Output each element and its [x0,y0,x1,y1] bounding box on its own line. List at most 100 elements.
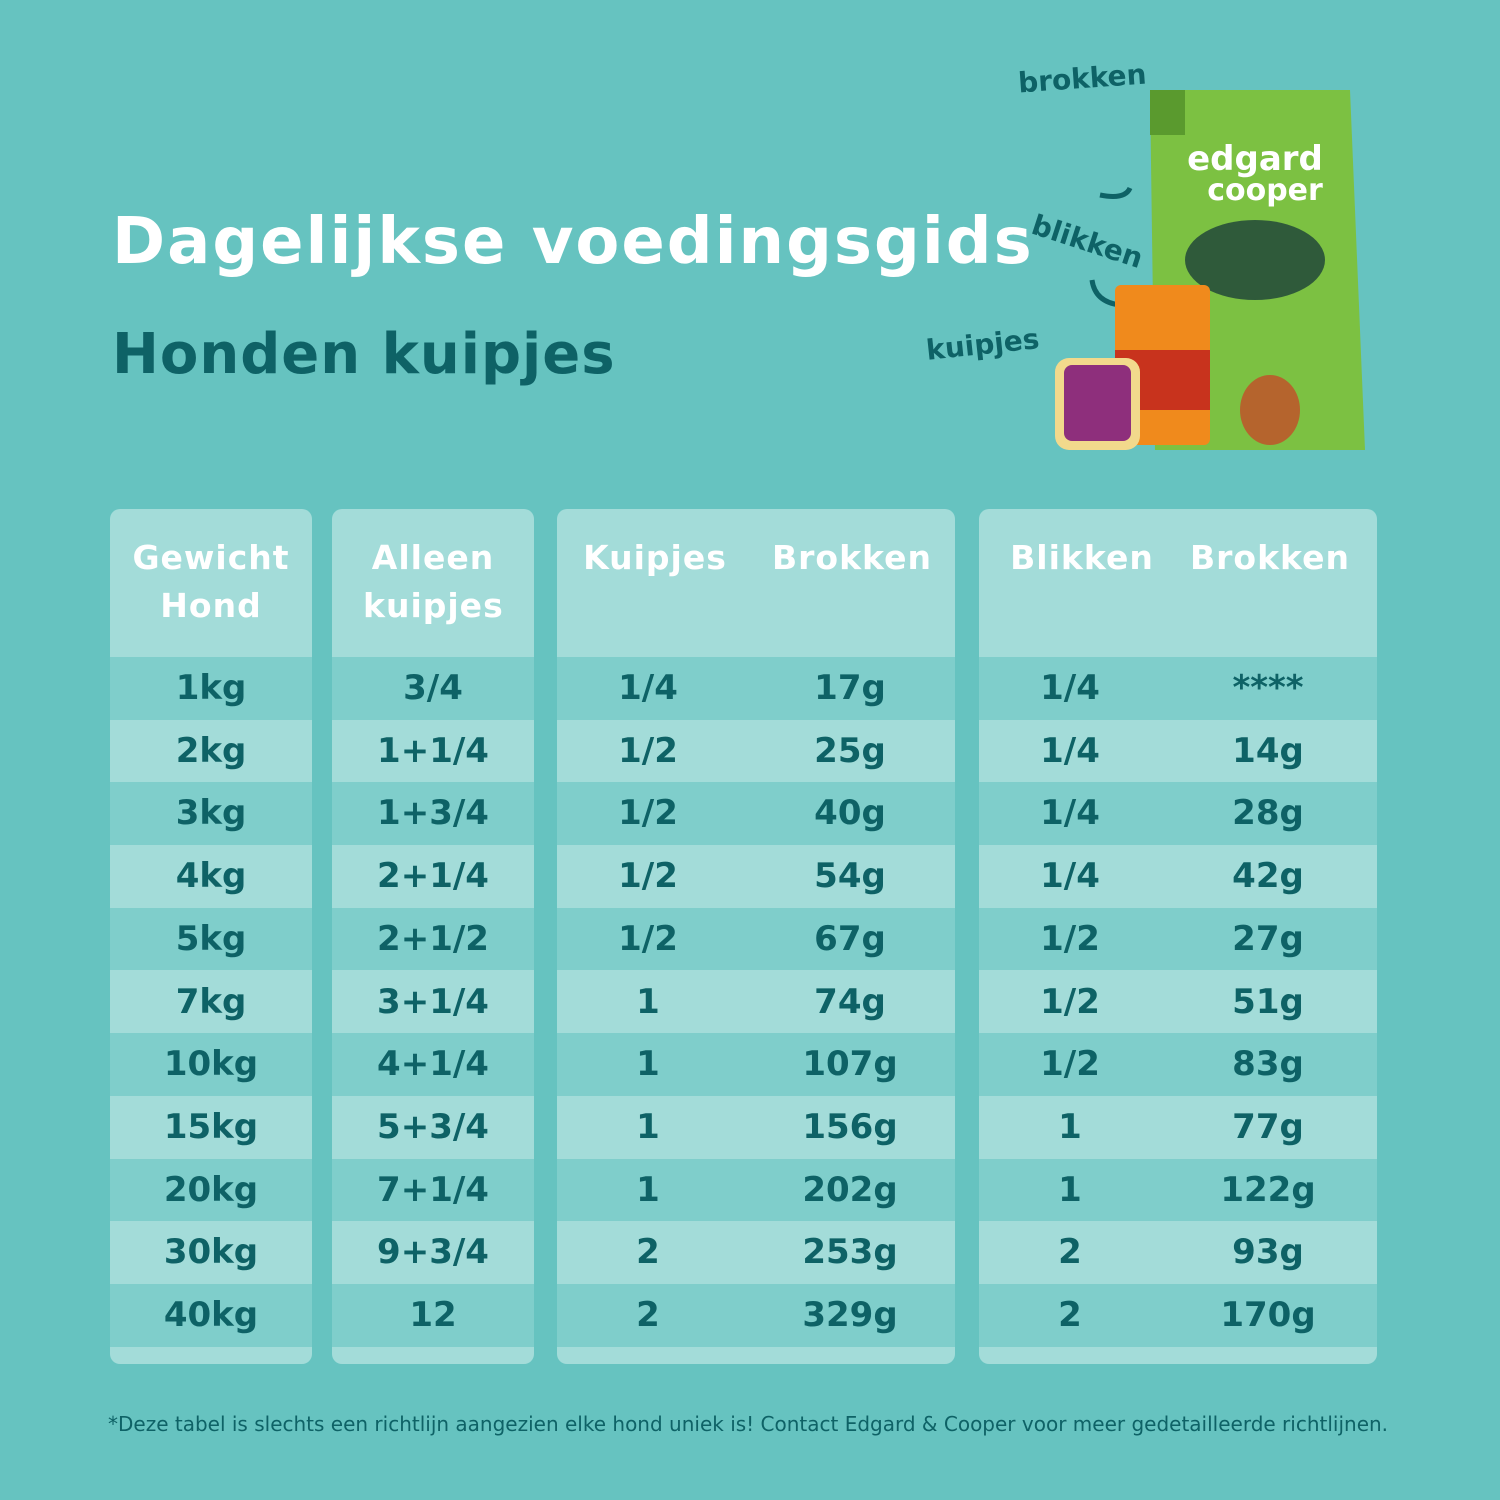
row-stripe [332,907,534,971]
row-stripe [332,1158,534,1222]
table-cell: 3kg [175,793,247,834]
table-cell: 1/2 [618,730,678,771]
table-cell: 54g [814,856,886,897]
table-cell: 1+1/4 [377,730,489,771]
row-stripe [979,1033,1377,1096]
row-stripe [557,1033,955,1096]
panel: Alleen kuipjes 3/4 1+1/4 1+3/4 2+1/4 2+1/2 3+1… [332,509,534,1364]
row-stripe [110,1158,312,1222]
table-cell: 74g [814,981,886,1022]
table-cell: 10kg [163,1044,259,1085]
table-cell: 17g [814,668,886,708]
row-stripe [979,907,1377,971]
table-cell: 1/2 [618,918,678,959]
table-cell: 5+3/4 [377,1106,489,1147]
table-cell: 83g [1232,1044,1304,1085]
title: Dagelijkse voedingsgids [112,205,1034,279]
table-cell: **** [1232,668,1304,708]
row-stripe [979,782,1377,846]
row-stripe [110,657,312,720]
row-stripe [557,907,955,971]
table-cell: 1/4 [618,668,678,708]
table-cell: 1/2 [1040,1044,1100,1085]
table-cell: 40g [814,793,886,834]
table-cell: 1/2 [618,793,678,834]
column-header: Kuipjes [583,538,727,577]
table-cell: 5kg [175,918,247,959]
row-stripe [979,1158,1377,1222]
table-cell: 42g [1232,856,1304,897]
table-cell: 2+1/2 [377,918,489,959]
table-cell: 28g [1232,793,1304,834]
table-cell: 77g [1232,1106,1304,1147]
table-cell: 156g [802,1106,898,1147]
table-cell: 51g [1232,981,1304,1022]
row-stripe [979,657,1377,720]
row-stripe [557,1284,955,1347]
table-cell: 253g [802,1232,898,1273]
column-header: Brokken [772,538,932,577]
row-stripe [332,1284,534,1347]
table-cell: 27g [1232,918,1304,959]
table-cell: 107g [802,1044,898,1085]
table-cell: 25g [814,730,886,771]
table-cell: 1 [1058,1169,1082,1210]
table-cell: 1/4 [1040,856,1100,897]
footnote: *Deze tabel is slechts een richtlijn aan… [108,1412,1389,1436]
table-cell: 7+1/4 [377,1169,489,1210]
table-cell: 329g [802,1295,898,1335]
table-cell: 1/2 [1040,918,1100,959]
table-cell: 1kg [175,668,247,708]
column-header: Alleen kuipjes [363,538,504,625]
row-stripe [110,907,312,971]
panel: Kuipjes Brokken 1/4 17g 1/2 25g 1/2 40g 1/2 54g 1/… [557,509,955,1364]
row-stripe [979,1284,1377,1347]
table-cell: 2 [636,1232,660,1273]
table-cell: 122g [1220,1169,1316,1210]
table-cell: 2kg [175,730,247,771]
svg-text:edgard: edgard [1187,139,1323,179]
table-cell: 1/4 [1040,793,1100,834]
svg-text:cooper: cooper [1207,173,1323,208]
row-stripe [332,1033,534,1096]
table-cell: 15kg [163,1106,259,1147]
panel: Blikken Brokken 1/4 **** 1/4 14g 1/4 28g 1/4 42g 1… [979,509,1377,1364]
row-stripe [332,782,534,846]
table-cell: 14g [1232,730,1304,771]
table-cell: 202g [802,1169,898,1210]
table-cell: 20kg [163,1169,259,1210]
subtitle: Honden kuipjes [112,322,616,387]
row-stripe [110,1033,312,1096]
row-stripe [557,657,955,720]
table-cell: 1/4 [1040,668,1100,708]
table-cell: 1/4 [1040,730,1100,771]
table-cell: 1 [636,981,660,1022]
row-stripe [110,782,312,846]
table-cell: 2+1/4 [377,856,489,897]
table-cell: 30kg [163,1232,259,1273]
table-cell: 12 [409,1295,457,1335]
table-cell: 2 [636,1295,660,1335]
row-stripe [332,657,534,720]
table-cell: 1/2 [1040,981,1100,1022]
row-stripe [557,1158,955,1222]
table-cell: 93g [1232,1232,1304,1273]
table-cell: 4kg [175,856,247,897]
table-cell: 2 [1058,1232,1082,1273]
table-cell: 3/4 [403,668,463,708]
column-header: Blikken [1010,538,1154,577]
table-cell: 2 [1058,1295,1082,1335]
table-cell: 1 [636,1169,660,1210]
table-cell: 1 [636,1044,660,1085]
table-cell: 67g [814,918,886,959]
table-cell: 1/2 [618,856,678,897]
table-cell: 40kg [163,1295,259,1335]
row-stripe [110,1284,312,1347]
column-header: Brokken [1190,538,1350,577]
panel: Gewicht Hond 1kg 2kg 3kg 4kg 5kg 7kg 10kg 15kg 20… [110,509,312,1364]
table-cell: 4+1/4 [377,1044,489,1085]
table-cell: 9+3/4 [377,1232,489,1273]
table-cell: 1 [636,1106,660,1147]
table-cell: 1+3/4 [377,793,489,834]
